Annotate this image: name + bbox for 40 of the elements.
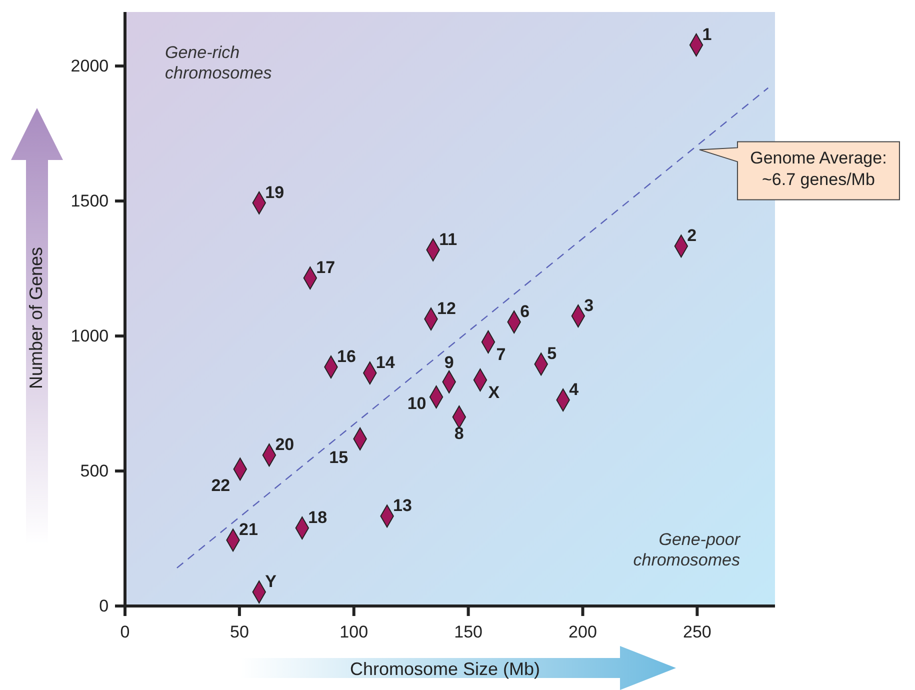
annotation: 18	[308, 508, 328, 527]
y-tick-label: 0	[99, 596, 109, 616]
annotation: 17	[316, 258, 336, 277]
annotation: 14	[376, 352, 396, 372]
x-tick-label: 100	[340, 622, 368, 642]
y-axis-title: Number of Genes	[26, 246, 46, 390]
annotation: 5	[547, 344, 557, 364]
y-tick-label: 2000	[70, 56, 109, 76]
annotation: 1	[702, 24, 712, 44]
annotation: 10	[407, 394, 426, 414]
x-axis-title: Chromosome Size (Mb)	[350, 659, 540, 679]
annotation: 11	[439, 230, 458, 249]
annotation: 15	[329, 448, 348, 467]
annotation: 7	[496, 344, 506, 364]
annotation: 8	[454, 424, 464, 443]
annotation: Gene-rich chromosomes	[165, 43, 272, 82]
y-tick-label: 1500	[70, 191, 109, 210]
annotation: 9	[444, 352, 454, 372]
annotation: 4	[569, 380, 580, 399]
x-tick-label: 50	[230, 622, 249, 642]
x-tick-label: 250	[682, 622, 712, 642]
annotation: 21	[239, 520, 258, 540]
annotation: 6	[520, 302, 530, 321]
annotation: X	[488, 383, 500, 402]
y-tick-label: 500	[80, 461, 109, 480]
annotation: 20	[275, 435, 294, 454]
annotation: 12	[437, 298, 456, 318]
annotation: Gene-poor chromosomes	[633, 530, 742, 570]
x-tick-label: 200	[568, 622, 597, 642]
annotation: 3	[584, 296, 594, 316]
x-tick-label: 0	[120, 622, 130, 642]
annotation: 19	[265, 182, 284, 202]
annotation: 2	[687, 226, 697, 246]
annotation: 16	[336, 347, 356, 366]
x-tick-label: 150	[454, 622, 482, 642]
annotation: Y	[265, 572, 278, 591]
annotation: Genome Average: ~6.7 genes/Mb	[750, 148, 887, 189]
y-tick-label: 1000	[70, 326, 109, 346]
annotation: 22	[211, 476, 230, 496]
annotation: 13	[393, 496, 412, 516]
